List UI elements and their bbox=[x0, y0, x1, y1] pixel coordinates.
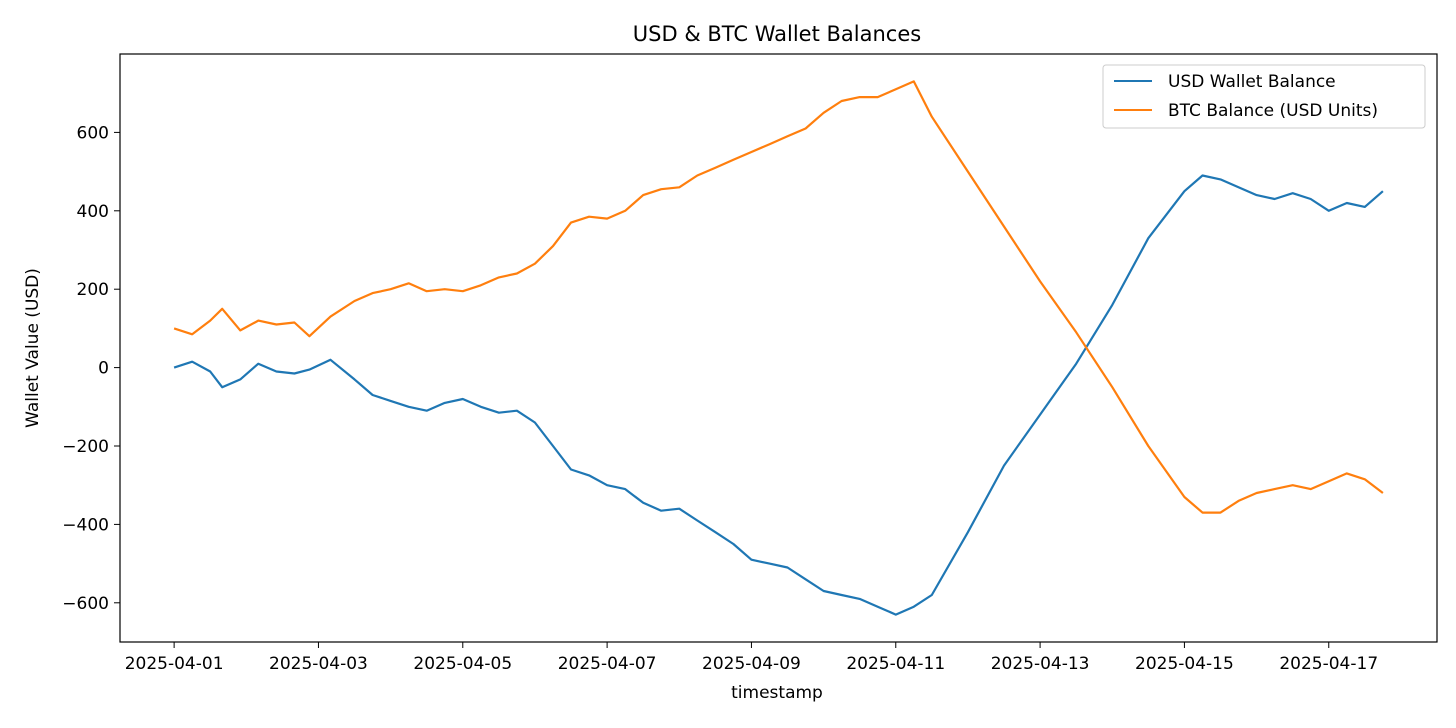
y-tick-label-3: 0 bbox=[98, 359, 109, 379]
y-tick-label-5: 400 bbox=[77, 202, 109, 222]
x-tick-label-2: 2025-04-05 bbox=[413, 654, 512, 674]
y-tick-label-1: −400 bbox=[62, 515, 109, 535]
x-tick-label-5: 2025-04-11 bbox=[846, 654, 945, 674]
x-tick-label-4: 2025-04-09 bbox=[702, 654, 801, 674]
legend-label-btc: BTC Balance (USD Units) bbox=[1168, 101, 1378, 121]
x-tick-label-1: 2025-04-03 bbox=[269, 654, 368, 674]
plot-area bbox=[173, 80, 1384, 616]
series-line-0 bbox=[173, 174, 1384, 616]
x-tick-label-8: 2025-04-17 bbox=[1279, 654, 1378, 674]
y-axis-title: Wallet Value (USD) bbox=[23, 268, 43, 428]
chart-title: USD & BTC Wallet Balances bbox=[633, 22, 921, 46]
x-tick-label-3: 2025-04-07 bbox=[558, 654, 657, 674]
x-axis-title: timestamp bbox=[731, 683, 823, 703]
legend-label-usd: USD Wallet Balance bbox=[1168, 72, 1336, 92]
series-line-1 bbox=[173, 80, 1384, 514]
y-tick-label-6: 600 bbox=[77, 123, 109, 143]
x-tick-label-0: 2025-04-01 bbox=[125, 654, 224, 674]
legend: USD Wallet Balance BTC Balance (USD Unit… bbox=[1102, 64, 1426, 129]
y-tick-label-4: 200 bbox=[77, 280, 109, 300]
x-tick-label-7: 2025-04-15 bbox=[1135, 654, 1234, 674]
y-tick-label-0: −600 bbox=[62, 594, 109, 614]
x-axis: 2025-04-01 2025-04-03 2025-04-05 2025-04-07… bbox=[125, 642, 1378, 674]
legend-box bbox=[1102, 64, 1426, 129]
x-tick-label-6: 2025-04-13 bbox=[991, 654, 1090, 674]
plot-frame bbox=[119, 53, 1438, 643]
y-axis: −600 −400 −200 0 200 400 600 bbox=[62, 123, 120, 614]
y-tick-label-2: −200 bbox=[62, 437, 109, 457]
